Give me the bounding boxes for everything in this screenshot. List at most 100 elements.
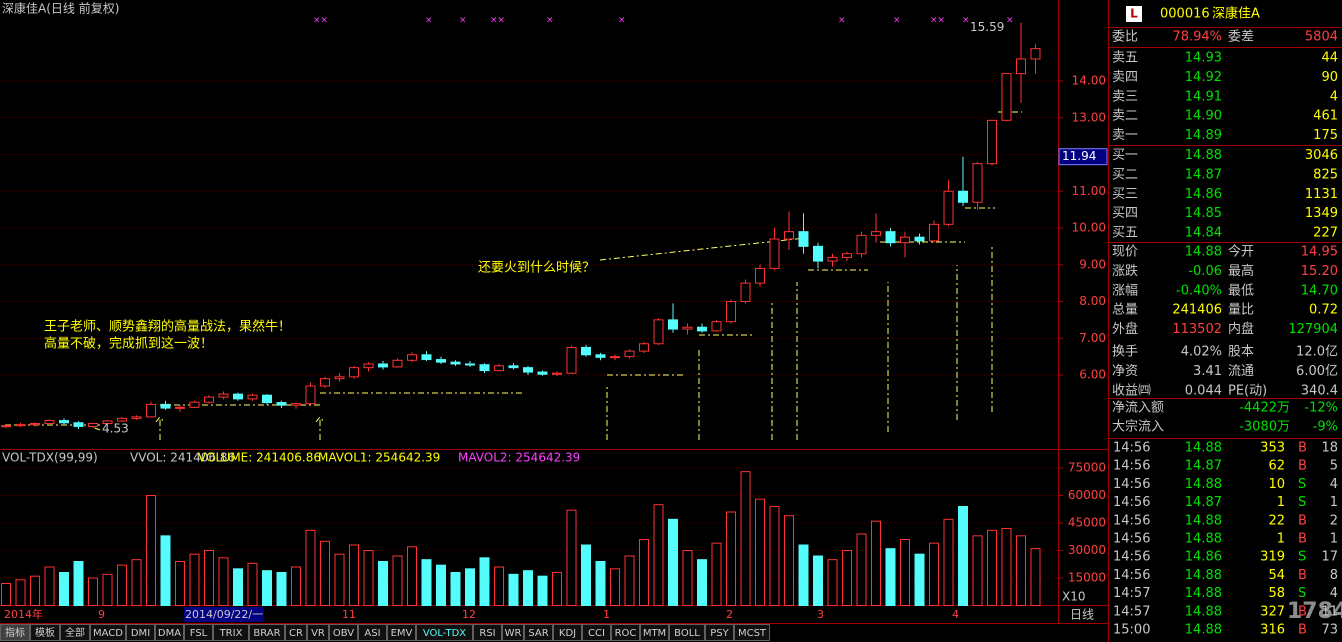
candle-body xyxy=(392,359,403,368)
tab[interactable] xyxy=(416,624,473,641)
candle-body xyxy=(59,420,69,424)
tab[interactable] xyxy=(329,624,358,641)
candle-body xyxy=(668,319,678,330)
volume-bar xyxy=(479,557,490,606)
volume-bar xyxy=(450,572,461,606)
candle-body xyxy=(15,424,26,427)
tab-label[interactable]: 全部 xyxy=(65,626,85,639)
quote-cell: 14.88 xyxy=(1185,441,1222,456)
candle-body xyxy=(1030,48,1041,60)
quote-cell: B xyxy=(1298,441,1307,456)
svg-text:×: × xyxy=(546,16,554,26)
tab[interactable] xyxy=(307,624,329,641)
candle-body xyxy=(653,319,664,345)
volume-bar xyxy=(943,518,954,606)
candle-body xyxy=(566,346,577,374)
candle-body xyxy=(914,236,925,242)
tab-label[interactable]: MCST xyxy=(738,628,767,639)
quote-cell: 14:56 xyxy=(1113,532,1150,547)
tab[interactable] xyxy=(387,624,416,641)
tab-label[interactable]: TRIX xyxy=(219,628,243,639)
quote-cell: -12% xyxy=(1304,401,1338,416)
candle-body xyxy=(378,363,388,368)
date-label: 9 xyxy=(98,608,105,621)
tab[interactable] xyxy=(473,624,502,641)
tab-label[interactable]: 指标 xyxy=(5,626,25,639)
tab[interactable] xyxy=(524,624,553,641)
tab[interactable] xyxy=(640,624,669,641)
tab-label[interactable]: MACD xyxy=(93,628,123,639)
tab[interactable] xyxy=(582,624,611,641)
quote-cell: 5 xyxy=(1330,459,1338,474)
tab-label[interactable]: SAR xyxy=(528,628,548,639)
tab-label[interactable]: MTM xyxy=(643,628,666,639)
quote-cell: -4422万 xyxy=(1239,401,1290,416)
candle-body xyxy=(44,420,55,425)
quote-cell: 0.044 xyxy=(1185,383,1222,398)
tab-label[interactable]: CR xyxy=(289,628,303,639)
tab-label[interactable]: DMI xyxy=(131,628,150,639)
quote-cell: 14.95 xyxy=(1301,245,1338,260)
tab-label[interactable]: FSL xyxy=(190,628,208,639)
volume-bar xyxy=(668,518,678,606)
tab-label[interactable]: EMV xyxy=(391,628,413,639)
tab-label[interactable]: ROC xyxy=(615,628,637,639)
tab-label[interactable]: VR xyxy=(311,628,325,639)
candle-body xyxy=(987,119,997,165)
tab[interactable] xyxy=(0,624,30,641)
quote-cell: 收益㈣ xyxy=(1112,383,1151,398)
tab-label[interactable]: ASI xyxy=(364,628,380,639)
tab-label[interactable]: OBV xyxy=(333,628,354,639)
tab-label[interactable]: VOL-TDX xyxy=(423,628,466,639)
tab[interactable] xyxy=(126,624,155,641)
quote-cell: 14.84 xyxy=(1185,226,1222,241)
candle-body xyxy=(421,354,432,361)
y-tick-label: 14.00 xyxy=(1072,74,1106,88)
quote-cell: 1 xyxy=(1330,532,1338,547)
tab[interactable] xyxy=(90,624,126,641)
tab[interactable] xyxy=(669,624,705,641)
tab[interactable] xyxy=(155,624,184,641)
tab-label[interactable]: 模板 xyxy=(35,626,55,639)
candle-body xyxy=(175,406,185,409)
tab[interactable] xyxy=(285,624,307,641)
tab-label[interactable]: DMA xyxy=(158,628,181,639)
quote-cell: 14.88 xyxy=(1185,477,1222,492)
tab[interactable] xyxy=(611,624,640,641)
tab[interactable] xyxy=(213,624,249,641)
quote-cell: S xyxy=(1298,477,1306,492)
tab-label[interactable]: KDJ xyxy=(559,628,576,639)
quote-cell: 14.90 xyxy=(1185,109,1222,124)
tab[interactable] xyxy=(60,624,90,641)
tab-label[interactable]: PSY xyxy=(710,628,729,639)
y-tick-label: 30000 xyxy=(1068,543,1106,557)
date-label: 11 xyxy=(342,608,356,621)
tab-label[interactable]: CCI xyxy=(588,628,605,639)
volume-bar xyxy=(204,550,214,606)
tab[interactable] xyxy=(553,624,582,641)
candle-body xyxy=(291,403,301,406)
watermark: 178448.com xyxy=(1287,599,1342,624)
quote-cell: 14.93 xyxy=(1185,51,1222,66)
tab[interactable] xyxy=(734,624,770,641)
quote-cell: 14.88 xyxy=(1185,148,1222,163)
period-label: 日线 xyxy=(1070,608,1094,622)
tab[interactable] xyxy=(358,624,387,641)
quote-cell: 3.41 xyxy=(1193,364,1222,379)
tab-label[interactable]: WR xyxy=(505,628,522,639)
annotation: 王子老师、顺势鑫翔的高量战法，果然牛！ xyxy=(44,319,291,335)
tab-label[interactable]: BOLL xyxy=(674,628,700,639)
quote-cell: 14.88 xyxy=(1185,532,1222,547)
quote-cell: 涨跌 xyxy=(1112,263,1138,279)
y-tick-label: 11.00 xyxy=(1072,184,1106,198)
tab-label[interactable]: BRAR xyxy=(253,628,280,639)
tab[interactable] xyxy=(705,624,734,641)
tab[interactable] xyxy=(30,624,60,641)
quote-cell: 227 xyxy=(1313,226,1338,241)
tab[interactable] xyxy=(184,624,213,641)
candle-body xyxy=(233,393,243,400)
tab[interactable] xyxy=(502,624,524,641)
tab[interactable] xyxy=(249,624,285,641)
signal-marks: ×× × × ×× × × × × ×× × × xyxy=(313,16,1014,26)
tab-label[interactable]: RSI xyxy=(479,628,495,639)
